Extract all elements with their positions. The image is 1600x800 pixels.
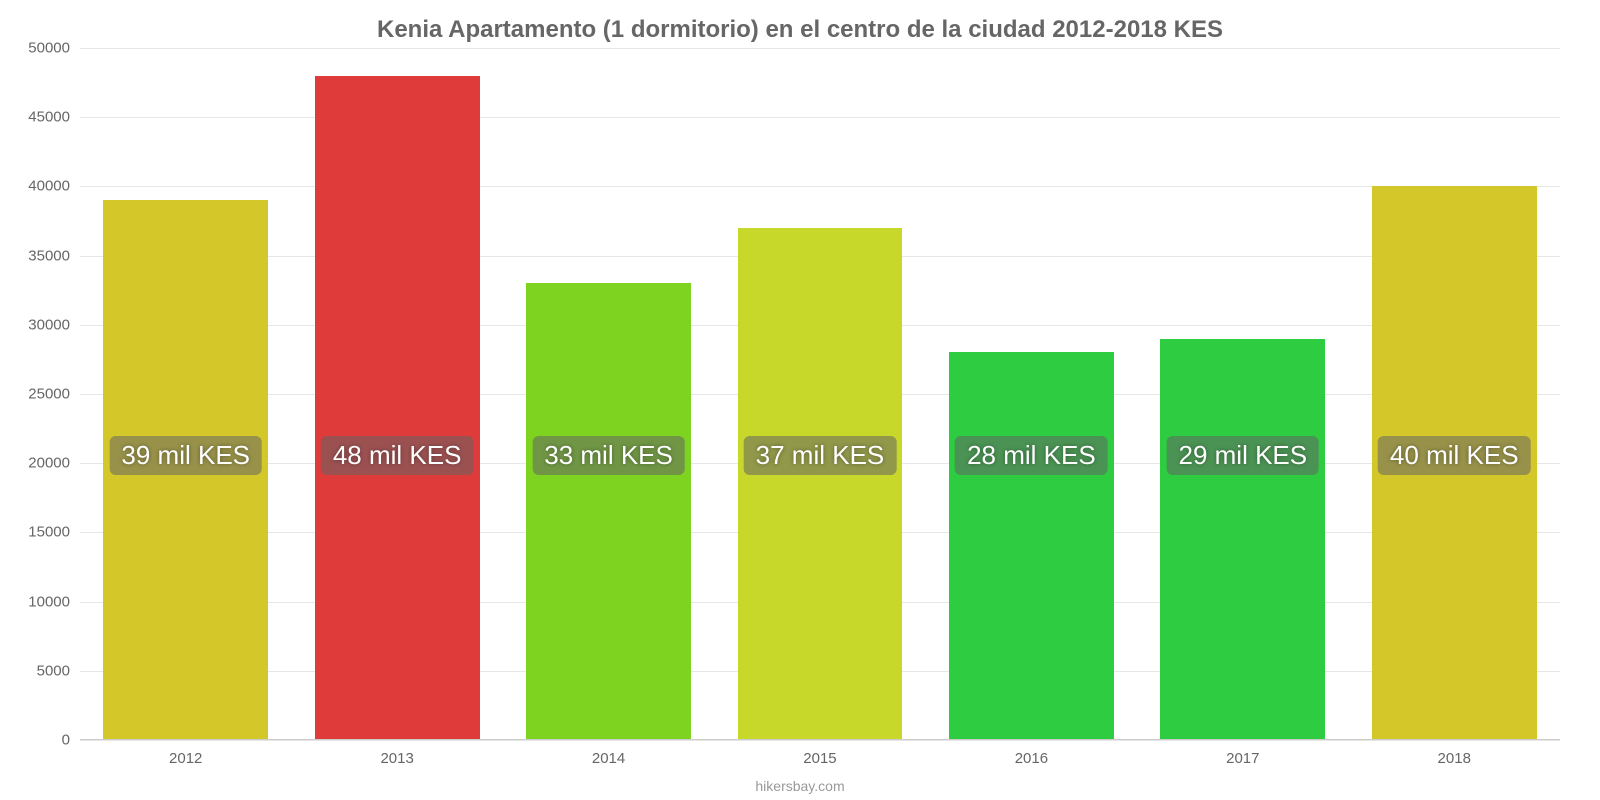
- chart-container: Kenia Apartamento (1 dormitorio) en el c…: [0, 0, 1600, 800]
- x-tick-label: 2018: [1438, 750, 1471, 767]
- bar-slot: 37 mil KES2015: [714, 48, 925, 740]
- y-tick-label: 40000: [28, 178, 80, 195]
- y-tick-label: 35000: [28, 247, 80, 264]
- y-tick-label: 20000: [28, 455, 80, 472]
- bar: 48 mil KES: [315, 76, 480, 740]
- x-tick-label: 2015: [803, 750, 836, 767]
- y-tick-label: 10000: [28, 593, 80, 610]
- bar-slot: 40 mil KES2018: [1349, 48, 1560, 740]
- bar-value-label: 48 mil KES: [321, 436, 474, 475]
- y-tick-label: 15000: [28, 524, 80, 541]
- bar-value-label: 33 mil KES: [532, 436, 685, 475]
- bar-slot: 39 mil KES2012: [80, 48, 291, 740]
- bar-slot: 28 mil KES2016: [926, 48, 1137, 740]
- bar-value-label: 28 mil KES: [955, 436, 1108, 475]
- chart-attribution: hikersbay.com: [0, 778, 1600, 794]
- bar: 28 mil KES: [949, 352, 1114, 740]
- bar-slot: 29 mil KES2017: [1137, 48, 1348, 740]
- bar-slot: 33 mil KES2014: [503, 48, 714, 740]
- x-axis-baseline: [80, 739, 1560, 740]
- bar-value-label: 39 mil KES: [109, 436, 262, 475]
- chart-title: Kenia Apartamento (1 dormitorio) en el c…: [20, 16, 1580, 44]
- bar-value-label: 29 mil KES: [1167, 436, 1320, 475]
- bars-group: 39 mil KES201248 mil KES201333 mil KES20…: [80, 48, 1560, 740]
- x-tick-label: 2016: [1015, 750, 1048, 767]
- y-tick-label: 5000: [37, 662, 80, 679]
- y-tick-label: 30000: [28, 316, 80, 333]
- y-tick-label: 0: [62, 732, 80, 749]
- x-tick-label: 2017: [1226, 750, 1259, 767]
- bar: 39 mil KES: [103, 200, 268, 740]
- x-tick-label: 2014: [592, 750, 625, 767]
- bar: 29 mil KES: [1160, 339, 1325, 740]
- gridline: [80, 740, 1560, 741]
- x-tick-label: 2013: [380, 750, 413, 767]
- bar-value-label: 40 mil KES: [1378, 436, 1531, 475]
- bar-slot: 48 mil KES2013: [291, 48, 502, 740]
- bar: 33 mil KES: [526, 283, 691, 740]
- plot-area: 0500010000150002000025000300003500040000…: [80, 48, 1560, 740]
- x-tick-label: 2012: [169, 750, 202, 767]
- bar: 37 mil KES: [738, 228, 903, 740]
- bar-value-label: 37 mil KES: [744, 436, 897, 475]
- y-tick-label: 50000: [28, 40, 80, 57]
- y-tick-label: 25000: [28, 386, 80, 403]
- bar: 40 mil KES: [1372, 186, 1537, 740]
- y-tick-label: 45000: [28, 109, 80, 126]
